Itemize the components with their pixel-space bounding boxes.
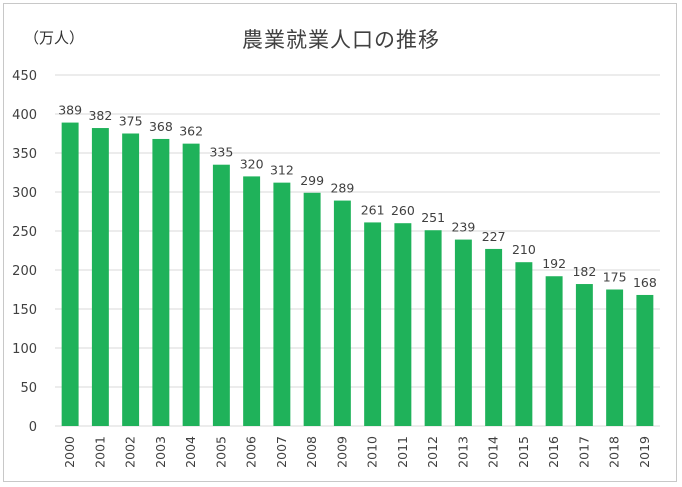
x-tick-label: 2001 bbox=[92, 436, 107, 468]
y-tick-label: 200 bbox=[12, 264, 37, 279]
x-tick-label: 2019 bbox=[637, 436, 652, 468]
bar bbox=[424, 230, 442, 426]
x-tick-label: 2014 bbox=[486, 436, 501, 468]
bar bbox=[636, 294, 654, 426]
bar bbox=[454, 239, 472, 426]
data-label: 368 bbox=[149, 119, 173, 134]
x-tick-label: 2003 bbox=[153, 436, 168, 468]
data-label: 227 bbox=[482, 229, 506, 244]
y-tick-label: 300 bbox=[12, 186, 37, 201]
chart-title: 農業就業人口の推移 bbox=[242, 28, 440, 52]
data-label: 289 bbox=[330, 181, 354, 196]
x-tick-label: 2006 bbox=[244, 436, 259, 468]
x-tick-label: 2015 bbox=[516, 436, 531, 468]
y-tick-label: 150 bbox=[12, 303, 37, 318]
data-label: 261 bbox=[361, 202, 385, 217]
data-label: 320 bbox=[240, 156, 264, 171]
bar bbox=[243, 176, 261, 426]
data-label: 335 bbox=[209, 145, 233, 160]
x-tick-label: 2013 bbox=[455, 436, 470, 468]
y-tick-label: 0 bbox=[29, 420, 37, 435]
data-label: 239 bbox=[451, 220, 475, 235]
bar bbox=[303, 192, 321, 426]
bar bbox=[91, 128, 109, 427]
data-label: 382 bbox=[88, 108, 112, 123]
data-label: 182 bbox=[572, 264, 596, 279]
bar bbox=[273, 182, 291, 426]
x-tick-label: 2002 bbox=[123, 436, 138, 468]
data-label: 389 bbox=[58, 103, 82, 118]
y-tick-label: 50 bbox=[20, 381, 37, 396]
y-tick-label: 450 bbox=[12, 69, 37, 84]
bar bbox=[182, 143, 200, 426]
bar bbox=[485, 248, 503, 426]
data-label: 175 bbox=[603, 270, 627, 285]
x-tick-label: 2008 bbox=[304, 436, 319, 468]
data-label: 299 bbox=[300, 173, 324, 188]
y-tick-label: 350 bbox=[12, 147, 37, 162]
bar bbox=[122, 133, 140, 426]
x-tick-label: 2017 bbox=[576, 436, 591, 468]
data-label: 375 bbox=[119, 114, 143, 129]
bar bbox=[545, 276, 563, 426]
x-tick-label: 2009 bbox=[334, 436, 349, 468]
bar bbox=[606, 289, 624, 426]
bar bbox=[333, 200, 351, 426]
bar bbox=[152, 138, 170, 426]
bar bbox=[364, 222, 382, 426]
x-tick-label: 2012 bbox=[425, 436, 440, 468]
x-tick-label: 2010 bbox=[365, 436, 380, 468]
bar bbox=[212, 164, 230, 426]
bar bbox=[575, 284, 593, 426]
y-unit-label: （万人） bbox=[24, 29, 85, 47]
data-label: 168 bbox=[633, 275, 657, 290]
data-label: 312 bbox=[270, 163, 294, 178]
x-tick-label: 2004 bbox=[183, 436, 198, 468]
data-label: 210 bbox=[512, 242, 536, 257]
y-tick-label: 400 bbox=[12, 108, 37, 123]
y-tick-label: 100 bbox=[12, 342, 37, 357]
x-tick-label: 2018 bbox=[607, 436, 622, 468]
x-tick-label: 2016 bbox=[546, 436, 561, 468]
x-tick-label: 2000 bbox=[62, 436, 77, 468]
data-label: 362 bbox=[179, 124, 203, 139]
data-label: 260 bbox=[391, 203, 415, 218]
data-label: 192 bbox=[542, 256, 566, 271]
x-tick-label: 2011 bbox=[395, 436, 410, 468]
bar bbox=[394, 223, 412, 426]
bar bbox=[515, 262, 533, 426]
x-tick-label: 2005 bbox=[213, 436, 228, 468]
bar bbox=[61, 122, 79, 426]
x-tick-label: 2007 bbox=[274, 436, 289, 468]
data-label: 251 bbox=[421, 210, 445, 225]
y-tick-label: 250 bbox=[12, 225, 37, 240]
